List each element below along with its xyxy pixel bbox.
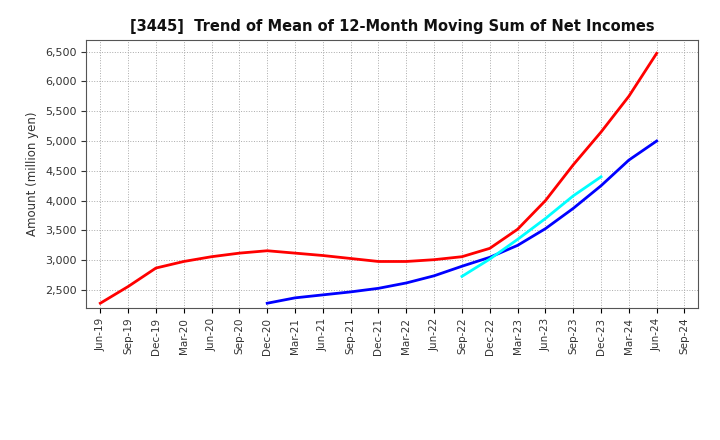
5 Years (485, 255, 494, 260)
3 Years (485, 246, 494, 251)
5 Years (652, 138, 661, 143)
5 Years (263, 301, 271, 306)
3 Years (291, 250, 300, 256)
Y-axis label: Amount (million yen): Amount (million yen) (27, 112, 40, 236)
3 Years (569, 162, 577, 168)
5 Years (430, 273, 438, 279)
3 Years (624, 94, 633, 99)
5 Years (458, 264, 467, 269)
3 Years (152, 265, 161, 271)
5 Years (291, 295, 300, 301)
Title: [3445]  Trend of Mean of 12-Month Moving Sum of Net Incomes: [3445] Trend of Mean of 12-Month Moving … (130, 19, 654, 34)
5 Years (346, 289, 355, 294)
3 Years (179, 259, 188, 264)
3 Years (318, 253, 327, 258)
3 Years (263, 248, 271, 253)
7 Years (541, 216, 550, 221)
3 Years (124, 284, 132, 289)
3 Years (207, 254, 216, 259)
Line: 5 Years: 5 Years (267, 141, 657, 303)
3 Years (458, 254, 467, 259)
5 Years (402, 280, 410, 286)
7 Years (569, 193, 577, 198)
3 Years (430, 257, 438, 262)
3 Years (346, 256, 355, 261)
5 Years (513, 243, 522, 248)
5 Years (318, 292, 327, 297)
5 Years (624, 158, 633, 163)
3 Years (541, 198, 550, 203)
3 Years (374, 259, 383, 264)
3 Years (597, 129, 606, 135)
7 Years (458, 274, 467, 279)
7 Years (597, 174, 606, 180)
3 Years (513, 227, 522, 232)
Line: 3 Years: 3 Years (100, 53, 657, 303)
7 Years (513, 237, 522, 242)
3 Years (235, 250, 243, 256)
Line: 7 Years: 7 Years (462, 177, 601, 276)
3 Years (652, 51, 661, 56)
5 Years (597, 183, 606, 188)
3 Years (402, 259, 410, 264)
5 Years (569, 206, 577, 211)
5 Years (374, 286, 383, 291)
7 Years (485, 257, 494, 262)
5 Years (541, 226, 550, 231)
3 Years (96, 301, 104, 306)
